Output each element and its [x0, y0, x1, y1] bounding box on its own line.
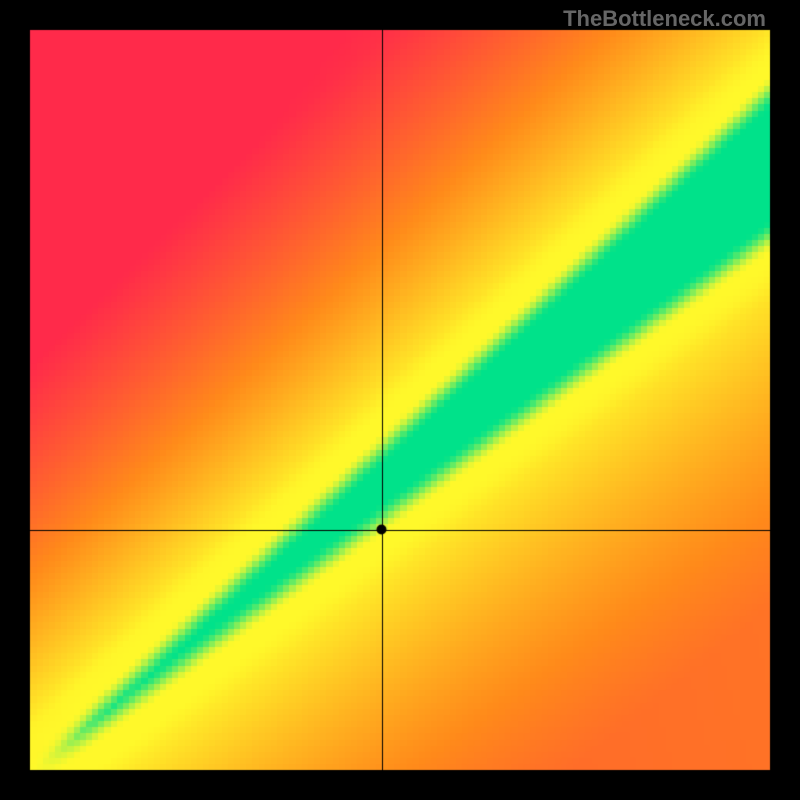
bottleneck-heatmap-canvas	[0, 0, 800, 800]
watermark-text: TheBottleneck.com	[563, 6, 766, 32]
